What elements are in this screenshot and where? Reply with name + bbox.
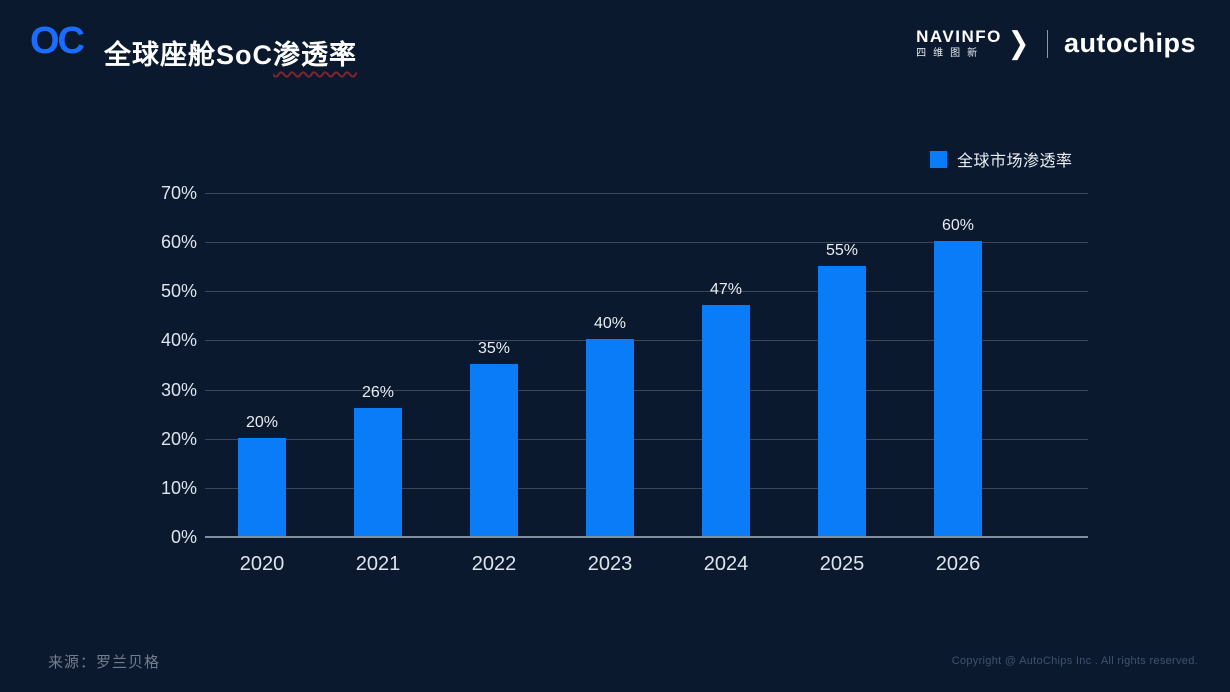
bar-2020 (238, 437, 286, 536)
bar-value-label: 55% (825, 241, 859, 259)
y-tick-label: 10% (160, 477, 197, 498)
chart-legend: 全球市场渗透率 (930, 147, 1073, 171)
y-tick-label: 30% (160, 379, 197, 400)
y-tick-label: 50% (160, 281, 197, 302)
gridline (205, 487, 1088, 489)
bar-2022 (470, 364, 518, 536)
x-tick-label: 2020 (239, 553, 285, 575)
gridline (205, 242, 1088, 244)
legend-swatch (930, 150, 947, 168)
x-axis: 2020 2021 2022 2023 2024 2025 2026 (205, 552, 1088, 582)
oc-logo: OC (30, 20, 85, 62)
y-tick-label: 70% (160, 183, 197, 203)
page-title-main: 全球座舱SoC (104, 40, 273, 70)
bar-value-label: 35% (477, 340, 511, 357)
gridline (205, 291, 1088, 293)
bar-value-label: 20% (245, 413, 279, 431)
bar-2021 (354, 408, 402, 536)
x-tick-label: 2021 (355, 553, 401, 575)
y-tick-label: 20% (160, 428, 197, 449)
x-tick-label: 2022 (471, 553, 517, 575)
gridline (205, 389, 1088, 391)
y-tick-label: 0% (170, 527, 197, 547)
y-tick-label: 60% (160, 232, 197, 253)
page-title: 全球座舱SoC渗透率 (104, 33, 357, 72)
bar-value-label: 47% (709, 281, 743, 299)
y-tick-label: 40% (160, 330, 197, 351)
bar-2024 (702, 305, 750, 536)
bar-value-label: 26% (361, 384, 395, 402)
navinfo-chinese-name: 四维图新 (916, 48, 985, 59)
brand-divider (1046, 29, 1048, 58)
bar-2023 (586, 339, 634, 536)
navinfo-logo: NAVINFO 四维图新 ❯ (916, 28, 1031, 59)
x-tick-label: 2026 (935, 553, 981, 575)
x-tick-label: 2025 (819, 553, 865, 575)
gridline (205, 340, 1088, 342)
x-tick-label: 2023 (587, 553, 633, 575)
page-title-underlined: 渗透率 (273, 40, 357, 70)
gridline (205, 438, 1088, 440)
navinfo-texts: NAVINFO 四维图新 (916, 28, 1002, 59)
brand-logos: NAVINFO 四维图新 ❯ autochips (916, 28, 1196, 59)
bar-value-label: 60% (941, 217, 975, 235)
bar-2025 (818, 265, 866, 536)
copyright-note: Copyright @ AutoChips Inc . All rights r… (951, 655, 1198, 667)
plot-area: 20% 26% 35% 40% 47% 55% 60% (205, 193, 1088, 538)
y-axis: 0% 10% 20% 30% 40% 50% 60% 70% (130, 184, 197, 546)
gridline (205, 193, 1088, 194)
bar-2026 (934, 241, 982, 536)
bar-value-label: 40% (593, 315, 627, 333)
navinfo-arrow-icon: ❯ (1007, 27, 1030, 60)
source-note: 来源：罗兰贝格 (48, 654, 161, 671)
x-tick-label: 2024 (703, 553, 749, 575)
autochips-wordmark: autochips (1063, 28, 1196, 58)
navinfo-wordmark: NAVINFO (916, 27, 1002, 46)
x-axis-line (205, 536, 1088, 538)
legend-label: 全球市场渗透率 (957, 153, 1073, 170)
